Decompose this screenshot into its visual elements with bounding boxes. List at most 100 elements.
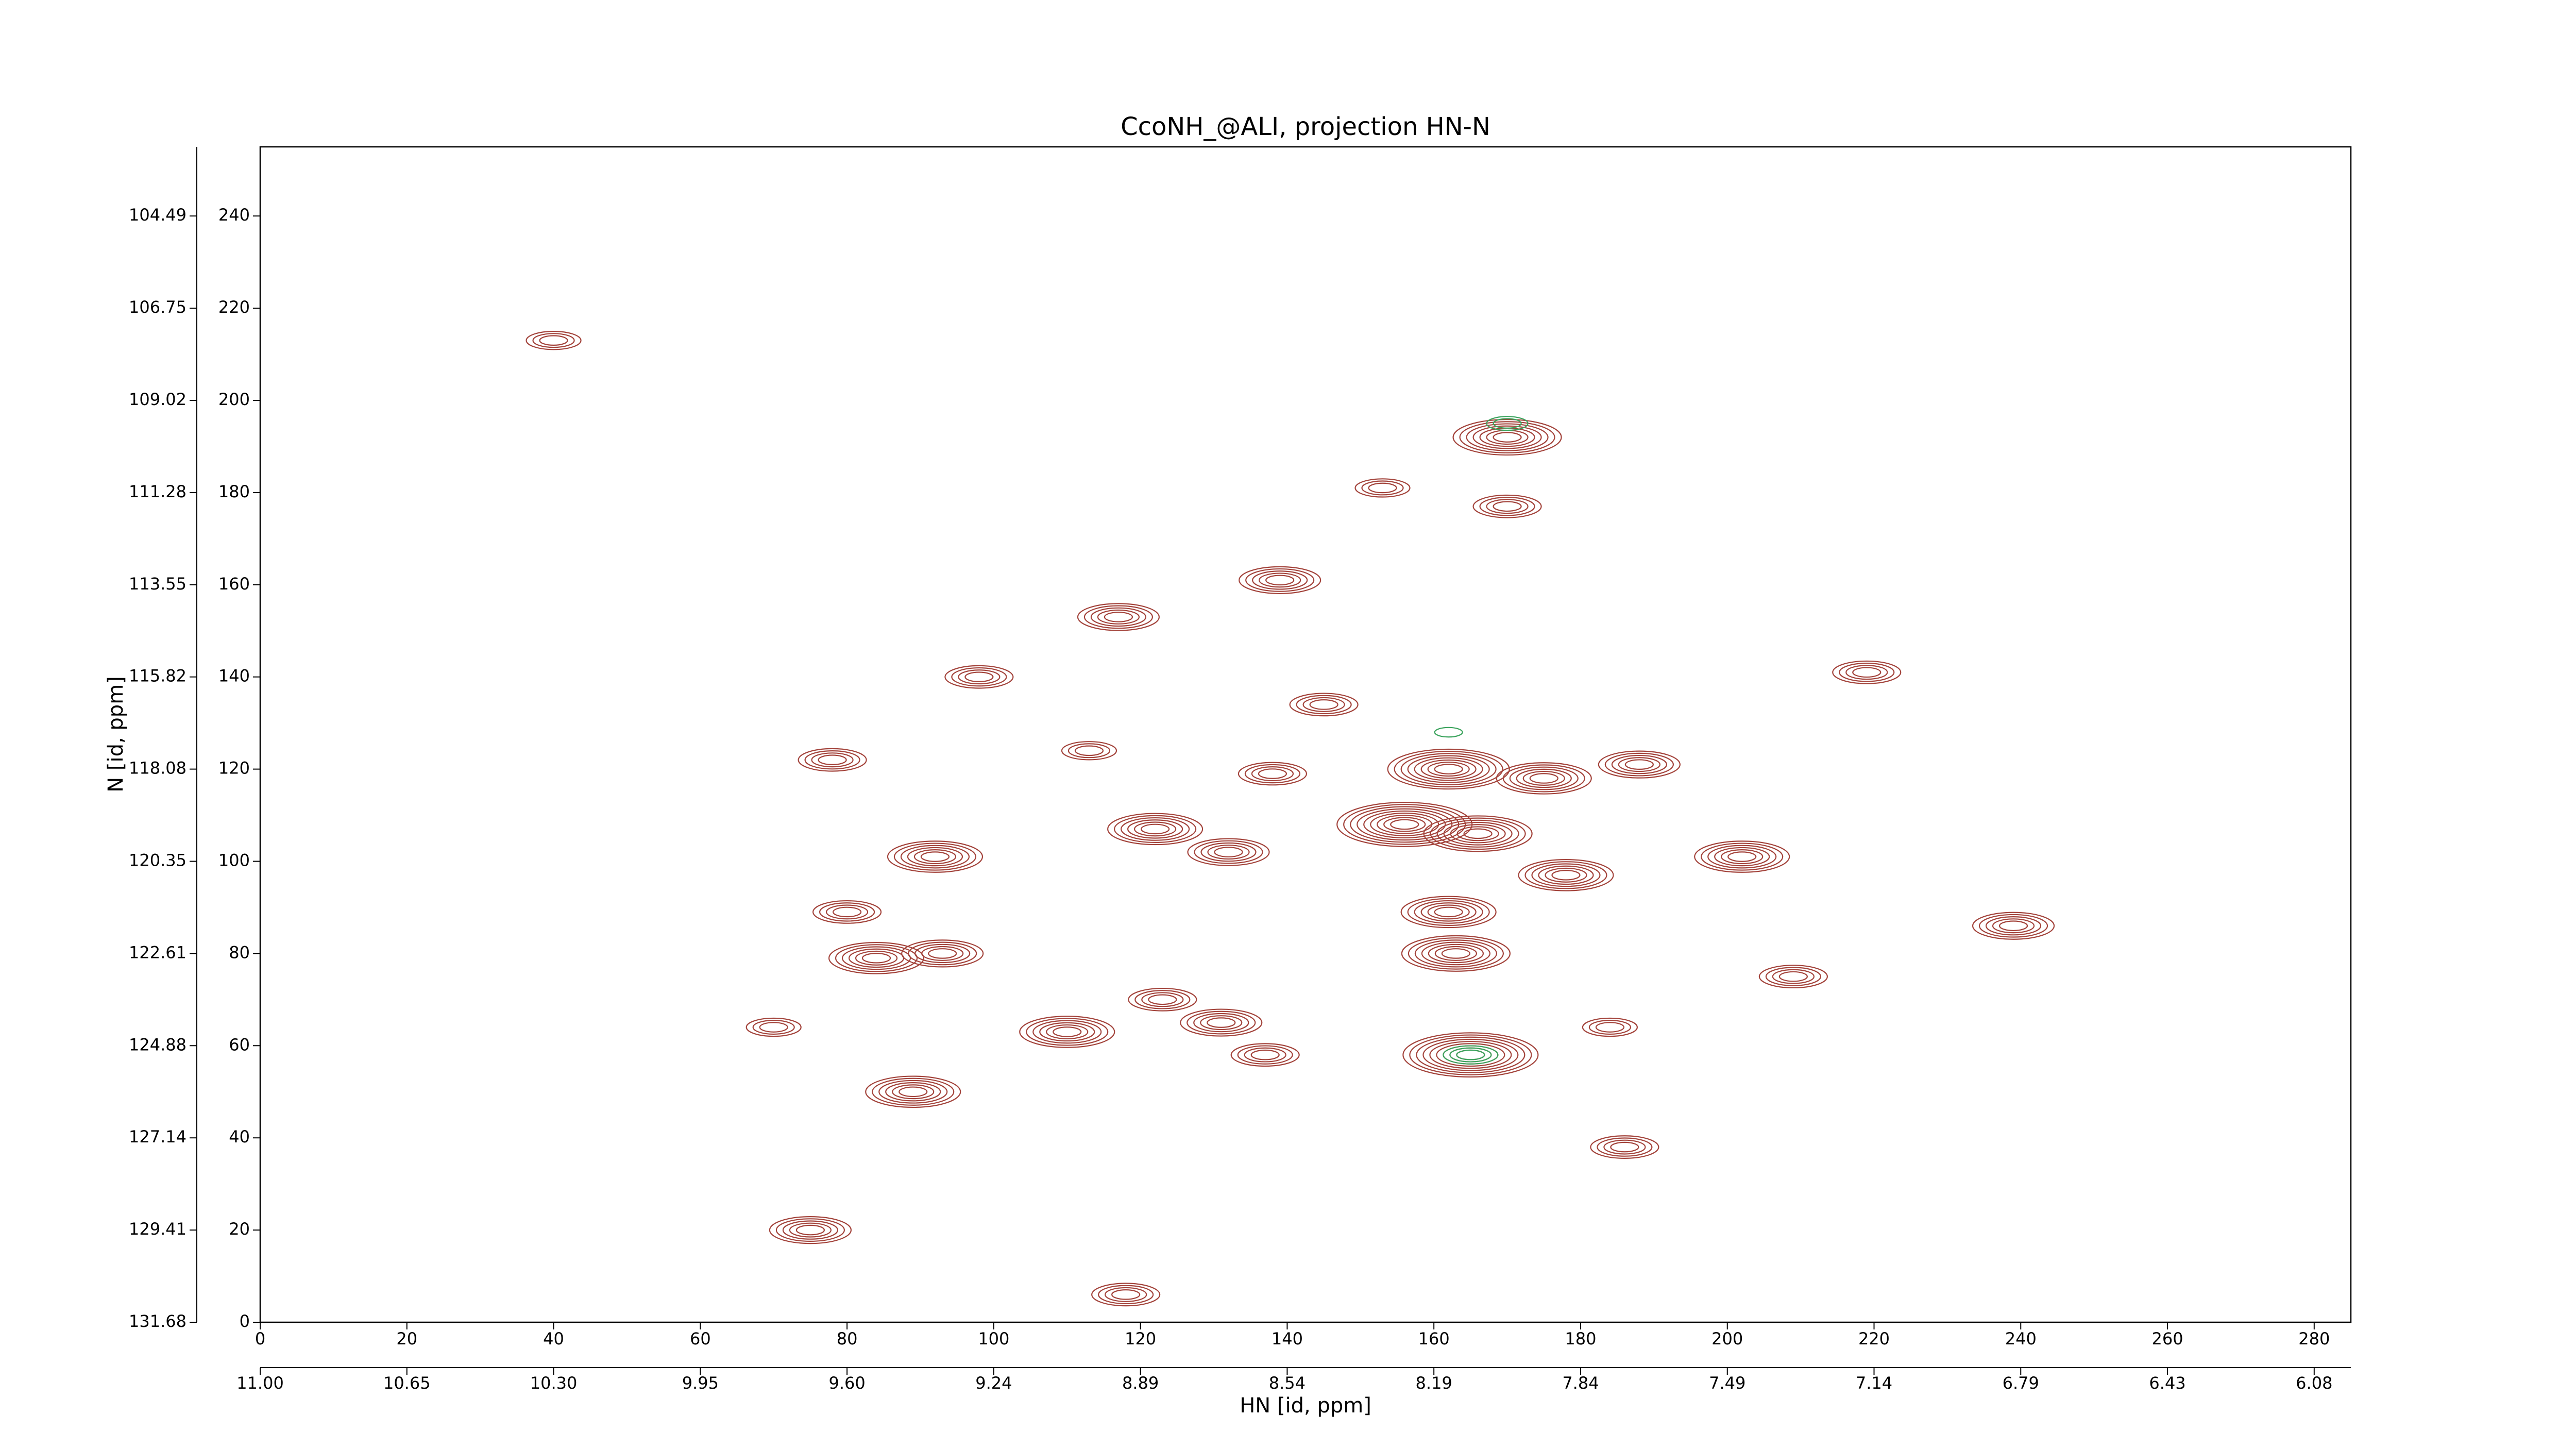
peak — [1354, 478, 1411, 498]
contour-level — [1046, 1024, 1089, 1039]
peak — [745, 1017, 802, 1037]
contour-level — [944, 665, 1014, 689]
y-tick-label: 60 — [229, 1035, 250, 1054]
contour-level — [928, 948, 957, 959]
contour-level — [1529, 773, 1558, 784]
peak — [1452, 419, 1562, 456]
peak — [1496, 762, 1592, 795]
contour-level — [1707, 845, 1777, 869]
contour-level — [1200, 1015, 1243, 1031]
contour-level — [1466, 423, 1549, 451]
y-tick-label: 160 — [218, 574, 250, 594]
contour-level — [1354, 478, 1411, 498]
y-ppm-tick-label: 131.68 — [129, 1311, 187, 1331]
contour-level — [1039, 1022, 1095, 1042]
peak — [828, 942, 925, 974]
contour-level — [1545, 867, 1587, 883]
y-ppm-tick-label: 106.75 — [129, 297, 187, 317]
contour-level — [1302, 697, 1345, 712]
peak — [798, 748, 867, 772]
contour-level — [1148, 994, 1177, 1005]
contour-level — [818, 754, 847, 765]
contour-level — [1127, 819, 1183, 839]
contour-level — [1409, 1034, 1532, 1075]
x-tick-label: 140 — [1272, 1329, 1303, 1349]
y-tick-label: 100 — [218, 850, 250, 870]
contour-level — [887, 840, 984, 873]
contour-level — [1516, 768, 1572, 788]
contour-level — [1845, 665, 1888, 680]
contour-level — [1408, 937, 1504, 970]
contour-level — [1370, 813, 1439, 836]
contour-level — [1427, 762, 1470, 777]
contour-level — [1390, 819, 1419, 830]
contour-level — [1472, 425, 1542, 449]
peak — [1582, 1017, 1638, 1037]
contour-level — [1428, 943, 1484, 964]
contour-level — [951, 667, 1007, 687]
peak — [1590, 1135, 1659, 1159]
contour-level — [1368, 482, 1397, 494]
contour-level — [1387, 748, 1510, 790]
contour-level — [1985, 916, 2042, 936]
contour-level — [900, 845, 970, 869]
x-ppm-tick-label: 9.95 — [682, 1373, 719, 1393]
contour-level — [1430, 817, 1526, 850]
x-tick-label: 220 — [1858, 1329, 1890, 1349]
y-axis-label: N [id, ppm] — [104, 676, 128, 793]
contour-level — [1604, 752, 1674, 777]
contour-level — [1449, 1047, 1492, 1063]
y-ppm-tick-label: 104.49 — [129, 205, 187, 225]
peak — [1336, 802, 1473, 847]
contour-level — [1486, 416, 1529, 431]
contour-level — [1434, 946, 1477, 961]
x-tick-label: 0 — [255, 1329, 265, 1349]
contour-level — [1258, 768, 1287, 779]
contour-level — [1978, 914, 2048, 938]
contour-level — [1502, 764, 1585, 793]
peak — [1486, 416, 1529, 431]
contour-level — [1032, 1020, 1102, 1044]
contour-level — [1394, 751, 1503, 788]
contour-level — [775, 1218, 845, 1242]
contour-level — [1187, 838, 1270, 866]
contour-level — [1244, 764, 1301, 784]
contour-level — [1230, 1043, 1300, 1067]
contour-level — [1114, 815, 1197, 843]
contour-level — [958, 669, 1001, 685]
contour-level — [1407, 898, 1490, 926]
y-tick-label: 120 — [218, 759, 250, 778]
contour-level — [964, 671, 994, 682]
x-ppm-tick-label: 8.89 — [1122, 1373, 1159, 1393]
contour-level — [1436, 819, 1519, 848]
peak — [1238, 762, 1308, 786]
contour-level — [1207, 845, 1250, 860]
x-tick-label: 180 — [1565, 1329, 1596, 1349]
contour-level — [1452, 419, 1562, 456]
contour-level — [828, 942, 925, 974]
contour-level — [811, 752, 854, 768]
y-tick-label: 140 — [218, 666, 250, 686]
peak — [1019, 1016, 1115, 1048]
contour-level — [899, 1086, 928, 1098]
contour-level — [1624, 759, 1654, 770]
peak — [1091, 1283, 1161, 1307]
contour-level — [1420, 759, 1477, 779]
x-axis-label: HN [id, ppm] — [1240, 1394, 1371, 1418]
peak — [865, 1075, 961, 1108]
contour-level — [908, 941, 977, 966]
contour-level — [745, 1017, 802, 1037]
contour-level — [1105, 1287, 1147, 1302]
x-ppm-tick-label: 10.30 — [530, 1373, 578, 1393]
peak — [1423, 815, 1533, 852]
contour-level — [1839, 663, 1895, 682]
peak — [887, 840, 984, 873]
chart-title: CcoNH_@ALI, projection HN-N — [1121, 112, 1490, 141]
contour-level — [914, 943, 971, 964]
y-ppm-tick-label: 124.88 — [129, 1035, 187, 1054]
contour-level — [1429, 1041, 1512, 1069]
x-ppm-tick-label: 9.60 — [828, 1373, 865, 1393]
contour-level — [1436, 1043, 1505, 1067]
peak — [1187, 838, 1270, 866]
contour-level — [1077, 603, 1160, 631]
